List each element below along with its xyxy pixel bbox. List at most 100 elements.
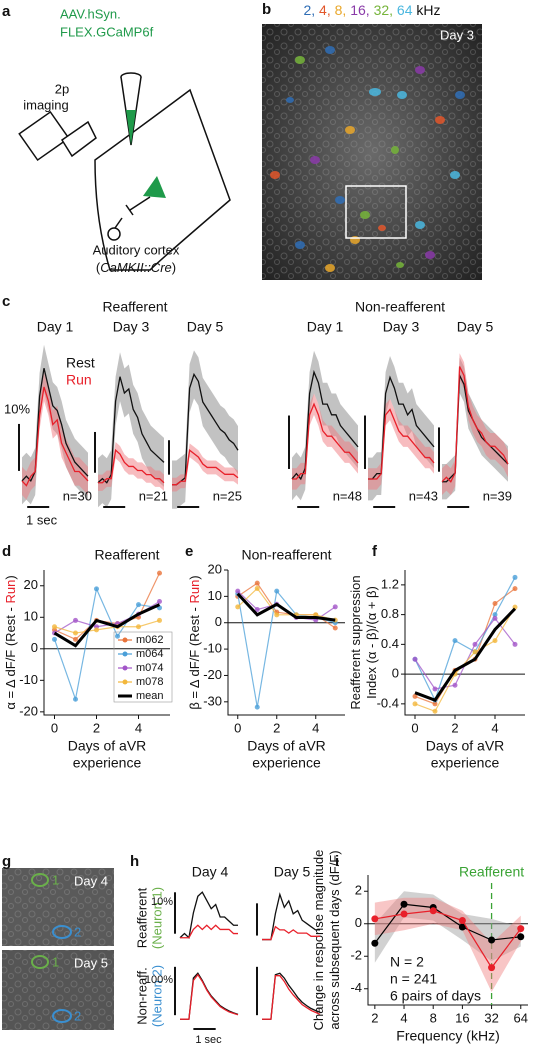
- point: [517, 933, 525, 941]
- point: [412, 656, 418, 662]
- x-tick-label: 2: [371, 1010, 378, 1025]
- frequency-item: 4,: [319, 2, 335, 18]
- x-axis-label: Days of aVR: [426, 738, 505, 754]
- x-axis-label: Days of aVR: [68, 738, 147, 754]
- frequency-item: 2,: [303, 2, 319, 18]
- time-label: 1 sec: [195, 1034, 222, 1046]
- y-tick-label: 10: [24, 609, 38, 624]
- series-line: [237, 587, 336, 621]
- y-tick-label: 20: [24, 577, 38, 592]
- run-band: [292, 393, 358, 490]
- point: [157, 617, 162, 623]
- scale-label: 100%: [145, 974, 173, 986]
- series-line: [414, 617, 516, 690]
- series-line: [236, 592, 336, 622]
- annotation: N = 2: [390, 954, 424, 970]
- y-tick-label: 0: [355, 915, 362, 930]
- y-label-part: Run: [187, 580, 202, 604]
- y-tick-label: 0: [31, 640, 38, 655]
- day-label: Day 3: [383, 319, 420, 335]
- time-label: 1 sec: [26, 512, 58, 527]
- error-band: [374, 891, 521, 963]
- panel-label: a: [2, 3, 11, 20]
- run-trace: [172, 449, 239, 486]
- point: [115, 633, 120, 639]
- panel-label: e: [185, 543, 193, 560]
- y-label-part: Change in response magnitude: [311, 850, 326, 1031]
- x-tick-label: 4: [312, 720, 319, 735]
- x-tick-label: 2: [273, 720, 280, 735]
- frequency-item: 32,: [374, 2, 397, 18]
- axes: [367, 875, 528, 1006]
- point: [488, 964, 496, 972]
- point: [52, 636, 57, 642]
- run-trace: [262, 975, 321, 1020]
- legend-label: m064: [136, 648, 164, 660]
- point: [52, 624, 57, 630]
- y-tick-label: -0.4: [377, 695, 399, 710]
- series-line: [414, 606, 516, 713]
- point: [400, 910, 408, 918]
- x-tick-label: 4: [135, 720, 142, 735]
- point: [429, 907, 437, 915]
- point: [274, 588, 280, 594]
- x-tick-label: 4: [400, 1010, 407, 1025]
- run-trace: [180, 973, 239, 1020]
- n-label: n=43: [409, 488, 438, 503]
- x-axis-label: Days of aVR: [247, 738, 326, 754]
- run-trace: [441, 366, 509, 483]
- point: [94, 586, 99, 592]
- point: [458, 917, 466, 924]
- series-line: [374, 903, 521, 944]
- point: [371, 939, 379, 947]
- field-of-view: [262, 24, 482, 280]
- point: [332, 604, 338, 610]
- series-line: [414, 607, 517, 702]
- point: [492, 600, 498, 606]
- panel-label: f: [372, 543, 378, 560]
- axes: [404, 570, 525, 716]
- n-label: n=21: [139, 488, 168, 503]
- run-trace: [21, 386, 89, 487]
- y-label-part: ): [187, 575, 202, 579]
- row-label: Reafferent: [134, 887, 149, 948]
- frequency-legend: 2, 4, 8, 16, 32, 64 kHz: [303, 2, 440, 18]
- scale-label: 10%: [151, 896, 173, 908]
- region-part: ): [172, 260, 176, 275]
- run-trace: [98, 448, 165, 484]
- y-label-part: Run: [3, 580, 18, 604]
- series-line: [54, 572, 161, 641]
- panel-label: d: [2, 543, 11, 560]
- point: [157, 599, 162, 605]
- day-label: Day 1: [37, 319, 74, 335]
- neuron-label: 1: [52, 954, 59, 969]
- legend-marker: [122, 651, 128, 657]
- point: [432, 701, 438, 707]
- point: [512, 586, 518, 592]
- error-band: [374, 897, 521, 992]
- y-label-part: across subsequent days (dF/F): [327, 850, 342, 1029]
- x-axis-label: experience: [431, 755, 500, 771]
- point: [254, 580, 260, 586]
- n-label: n=48: [333, 488, 362, 503]
- day-label: Day 1: [307, 319, 344, 335]
- legend-marker: [122, 679, 128, 685]
- point: [254, 607, 260, 613]
- point: [73, 636, 78, 642]
- y-tick-label: -10: [203, 641, 222, 656]
- series-line: [374, 910, 522, 969]
- point: [136, 624, 141, 630]
- schematic: [18, 72, 231, 271]
- y-axis-label: Index (α - β)/(α + β): [364, 586, 379, 699]
- legend-label: m062: [136, 634, 164, 646]
- point: [94, 627, 99, 633]
- point: [400, 900, 408, 908]
- y-tick-label: 2: [355, 883, 362, 898]
- legend-label: m074: [136, 662, 164, 674]
- axes: [227, 570, 345, 716]
- neuron-label: 1: [52, 872, 59, 887]
- y-axis-label: across subsequent days (dF/F): [327, 850, 342, 1029]
- virus-label: FLEX.GCaMP6f: [60, 24, 154, 39]
- zoom-images: [2, 868, 114, 1030]
